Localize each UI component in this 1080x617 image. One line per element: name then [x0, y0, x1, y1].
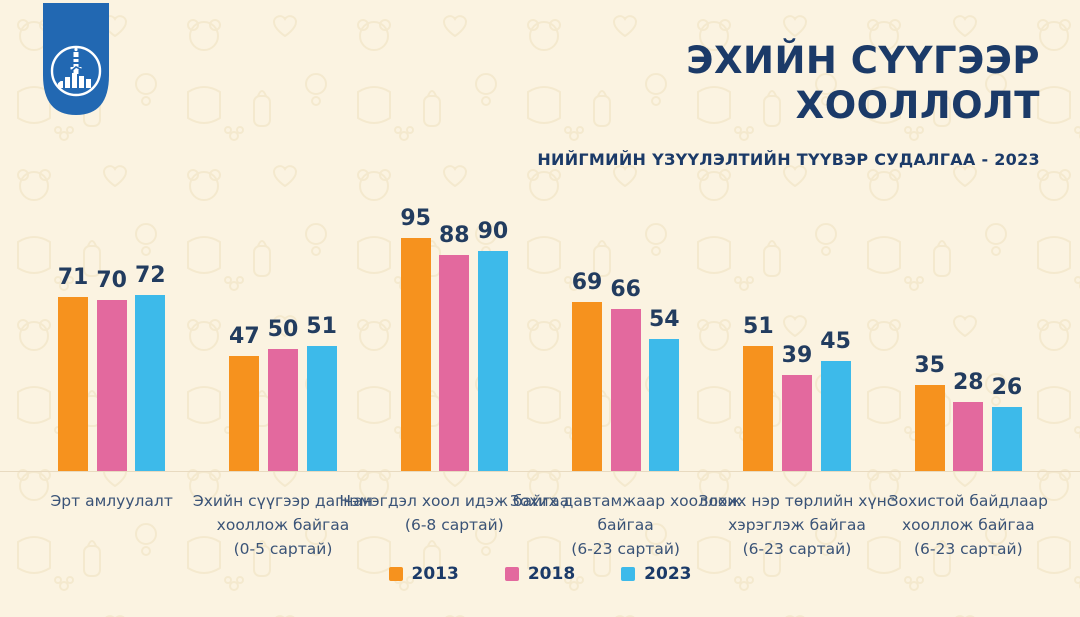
bar-column-2018: 88 — [439, 223, 470, 471]
bar-value-label: 26 — [991, 375, 1023, 401]
bar-2018 — [96, 299, 127, 471]
bar-2018 — [439, 255, 470, 471]
legend-item-2018: 2018 — [504, 564, 576, 584]
bar-2023 — [477, 250, 508, 471]
bar-column-2013: 71 — [57, 265, 89, 471]
bar-2023 — [306, 346, 337, 471]
bar-column-2023: 90 — [477, 218, 509, 471]
bar-group: 51 39 45 Зохих нэр төрлийн хүнс хэрэглэж ба… — [699, 190, 896, 558]
bar-2023 — [135, 294, 166, 471]
bar-column-2023: 26 — [991, 375, 1023, 471]
bar-column-2013: 51 — [743, 314, 774, 471]
nso-logo — [43, 3, 109, 115]
bar-value-label: 88 — [439, 223, 470, 249]
bar-column-2018: 70 — [96, 267, 127, 471]
bar-column-2023: 51 — [306, 314, 337, 471]
page-title: ЭХИЙН СҮҮГЭЭР ХООЛЛОЛТ — [537, 38, 1040, 128]
bar-value-label: 47 — [229, 323, 260, 349]
category-label: Зохих нэр төрлийн хүнс хэрэглэж байгаа (… — [698, 492, 896, 559]
legend-item-2013: 2013 — [388, 564, 459, 584]
bar-2018 — [953, 402, 984, 471]
page-title-line1: ЭХИЙН СҮҮГЭЭР — [686, 39, 1040, 82]
bar-group: 95 88 90 Нэмэгдэл хоол идэж байгаа (6-8 сар… — [339, 190, 569, 534]
category-label: Нэмэгдэл хоол идэж байгаа (6-8 сартай) — [339, 492, 570, 535]
bar-2023 — [991, 407, 1022, 471]
bar-group: 71 70 72 Эрт амлуулалт — [26, 190, 197, 510]
chart-baseline — [0, 471, 1080, 472]
legend-swatch-icon — [621, 567, 636, 581]
bar-column-2018: 28 — [953, 370, 984, 471]
legend-item-2023: 2023 — [621, 564, 691, 584]
category-label: Эрт амлуулалт — [50, 492, 173, 510]
category-label: Зохих давтамжаар хооллож байгаа (6-23 са… — [509, 492, 742, 559]
legend-label: 2023 — [644, 564, 692, 584]
legend-swatch-icon — [388, 567, 403, 581]
bar-value-label: 50 — [267, 316, 299, 342]
bar-2013 — [743, 346, 774, 471]
bar-column-2023: 45 — [820, 329, 851, 471]
bar-column-2018: 66 — [610, 277, 641, 471]
bar-column-2013: 69 — [571, 269, 603, 471]
bar-2013 — [58, 297, 89, 471]
bar-value-label: 70 — [96, 267, 127, 293]
bar-group: 69 66 54 Зохих давтамжаар хооллож байгаа (6… — [510, 190, 741, 558]
bar-value-label: 54 — [648, 306, 680, 332]
bar-value-label: 45 — [820, 328, 851, 354]
page-subtitle: НИЙГМИЙН ҮЗҮҮЛЭЛТИЙН ТҮҮВЭР СУДАЛГАА - 2… — [537, 150, 1040, 170]
bar-value-label: 66 — [610, 277, 641, 303]
bar-column-2018: 50 — [267, 316, 299, 471]
category-label: Эхийн сүүгээр дагнан хооллож байгаа (0-5… — [192, 492, 374, 559]
bar-group: 35 28 26 Зохистой байдлаар хооллож байгаа (… — [883, 190, 1054, 558]
bar-value-label: 39 — [781, 343, 813, 369]
bar-column-2013: 95 — [400, 206, 431, 471]
bar-value-label: 71 — [57, 265, 89, 291]
bar-value-label: 51 — [743, 314, 774, 340]
bar-2013 — [914, 385, 945, 471]
bar-column-2013: 35 — [914, 353, 945, 471]
legend-swatch-icon — [504, 567, 519, 581]
bar-value-label: 69 — [571, 269, 603, 295]
chart-plot-area: 71 70 72 Эрт амлуулалт 47 50 51 Эхийн сүүгээр д… — [0, 190, 1080, 558]
legend-label: 2013 — [411, 564, 459, 584]
bar-value-label: 72 — [134, 262, 166, 288]
bar-column-2013: 47 — [229, 324, 260, 471]
header: ЭХИЙН СҮҮГЭЭР ХООЛЛОЛТ НИЙГМИЙН ҮЗҮҮЛЭЛТИ… — [537, 38, 1040, 169]
bar-2013 — [400, 238, 431, 471]
bar-2023 — [820, 360, 851, 471]
bar-chart: 71 70 72 Эрт амлуулалт 47 50 51 Эхийн сүүгээр д… — [0, 190, 1080, 558]
bar-2013 — [572, 301, 603, 471]
bar-column-2023: 72 — [135, 263, 166, 471]
bar-value-label: 35 — [914, 353, 945, 379]
bar-group: 47 50 51 Эхийн сүүгээр дагнан хооллож байга… — [193, 190, 373, 558]
bar-value-label: 51 — [306, 314, 337, 340]
category-label: Зохистой байдлаар хооллож байгаа (6-23 с… — [888, 492, 1048, 559]
bar-2018 — [781, 375, 812, 471]
legend-label: 2018 — [527, 564, 576, 584]
bar-column-2023: 54 — [649, 307, 680, 471]
bar-value-label: 95 — [400, 206, 431, 232]
chart-legend: 2013 2018 2023 — [0, 564, 1080, 584]
bar-2018 — [267, 348, 298, 471]
bar-value-label: 28 — [952, 370, 984, 396]
nso-logo-emblem-icon — [43, 3, 109, 115]
bar-2013 — [229, 355, 260, 471]
bar-2023 — [649, 338, 680, 471]
bar-value-label: 90 — [477, 218, 509, 244]
bar-column-2018: 39 — [781, 343, 813, 471]
page-title-line2: ХООЛЛОЛТ — [795, 84, 1040, 128]
bar-2018 — [610, 309, 641, 471]
